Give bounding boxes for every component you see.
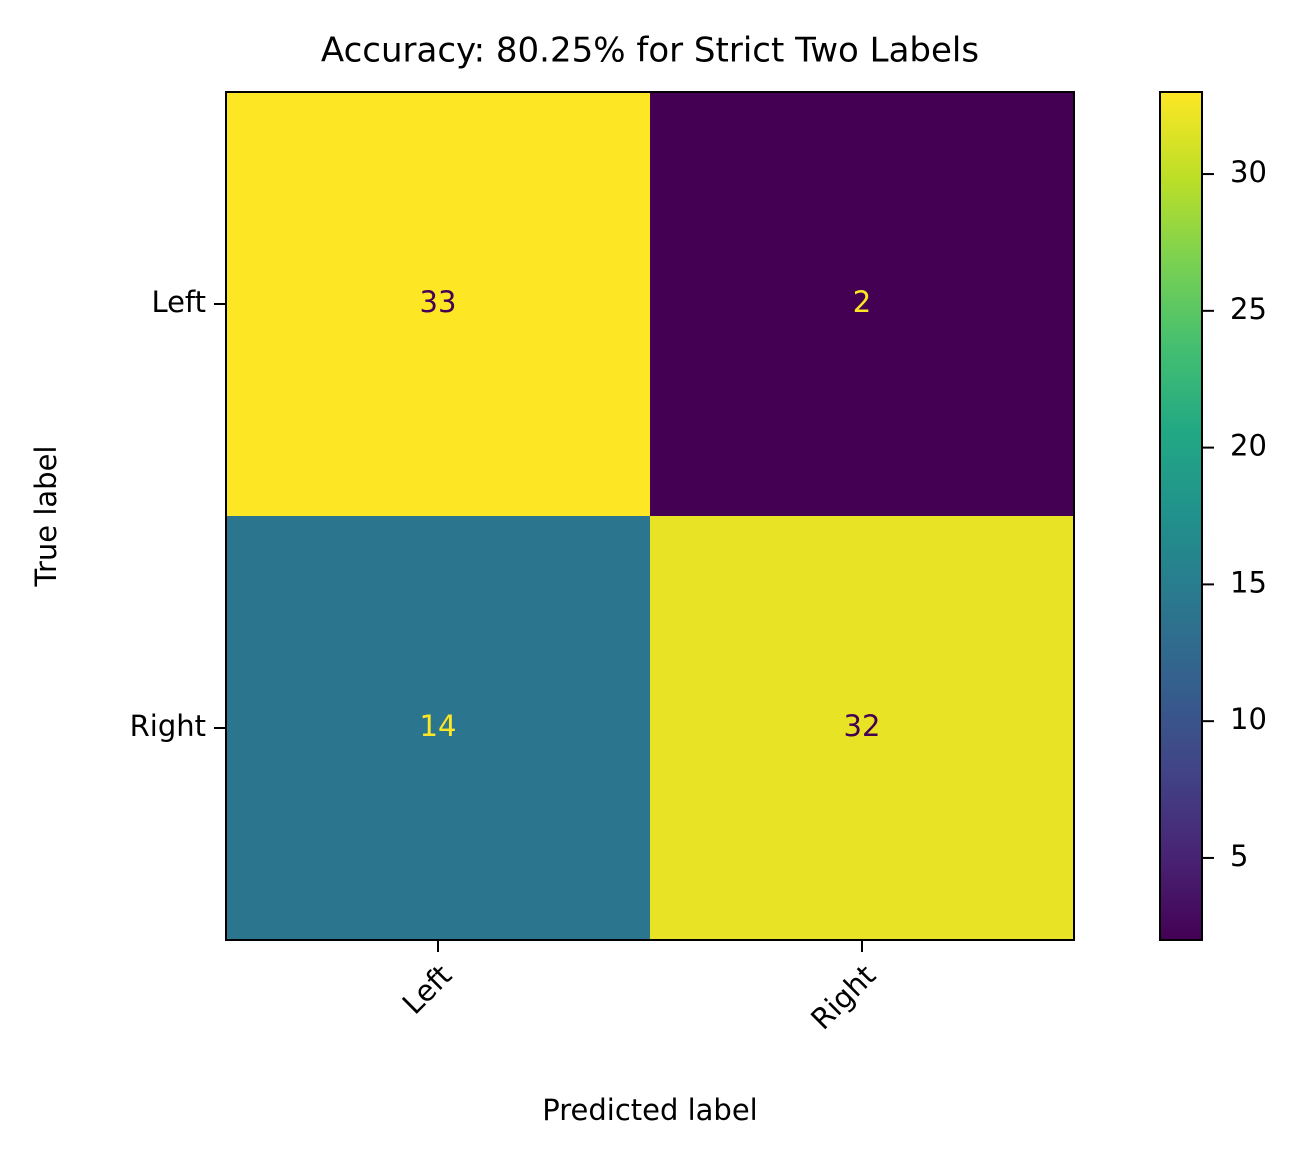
x-tick-label: Left — [396, 958, 459, 1021]
y-tick-label: Right — [130, 709, 206, 743]
x-axis-label: Predicted label — [542, 1093, 758, 1127]
cell-label: 32 — [844, 709, 881, 743]
y-tick-label: Left — [151, 285, 206, 319]
heatmap-cell — [650, 516, 1075, 941]
colorbar-tick-label: 5 — [1230, 839, 1248, 873]
chart-title: Accuracy: 80.25% for Strict Two Labels — [321, 31, 979, 71]
cell-label: 14 — [420, 709, 457, 743]
colorbar-tick-label: 10 — [1230, 702, 1267, 736]
colorbar-tick-label: 30 — [1230, 155, 1267, 189]
cell-label: 2 — [853, 285, 871, 319]
heatmap-cell — [226, 92, 651, 517]
heatmap-cell — [226, 516, 651, 941]
axes-frame — [225, 91, 1075, 941]
x-tick-label: Right — [804, 958, 882, 1036]
heatmap-cell — [650, 92, 1075, 517]
cell-label: 33 — [420, 285, 457, 319]
colorbar-tick-label: 15 — [1230, 565, 1267, 599]
y-axis-label: True label — [29, 446, 63, 588]
colorbar-tick-label: 20 — [1230, 429, 1267, 463]
colorbar — [1159, 91, 1203, 941]
colorbar-tick-label: 25 — [1230, 292, 1267, 326]
